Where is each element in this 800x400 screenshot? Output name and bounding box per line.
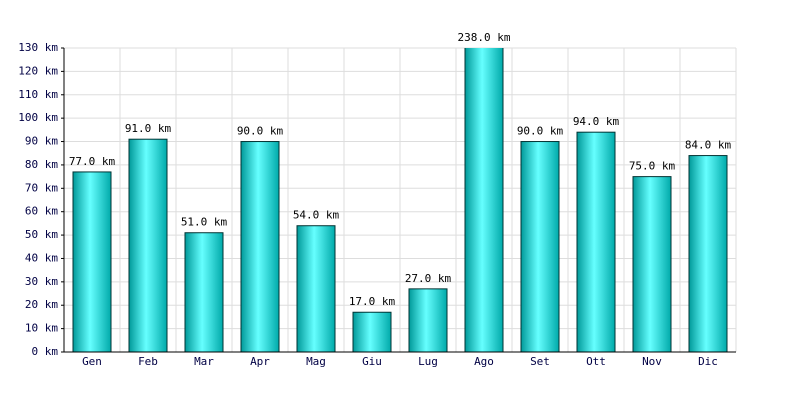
y-tick-label: 70 km — [25, 181, 58, 194]
y-tick-label: 130 km — [18, 41, 58, 54]
value-label: 90.0 km — [237, 125, 284, 138]
y-tick-label: 100 km — [18, 111, 58, 124]
value-label: 77.0 km — [69, 155, 116, 168]
x-tick-label: Dic — [698, 355, 718, 368]
x-tick-label: Mag — [306, 355, 326, 368]
value-label: 17.0 km — [349, 295, 396, 308]
x-tick-label: Giu — [362, 355, 382, 368]
bar — [632, 176, 672, 352]
bar — [352, 311, 392, 352]
bar — [408, 288, 448, 352]
plot-area — [72, 48, 728, 352]
bar — [520, 141, 560, 352]
value-label: 75.0 km — [629, 160, 676, 173]
bar — [464, 48, 504, 352]
y-tick-label: 20 km — [25, 298, 58, 311]
x-tick-label: Feb — [138, 355, 158, 368]
y-tick-label: 90 km — [25, 135, 58, 148]
x-tick-label: Gen — [82, 355, 102, 368]
value-label: 94.0 km — [573, 115, 620, 128]
bar — [72, 171, 112, 352]
x-tick-label: Mar — [194, 355, 214, 368]
value-label: 91.0 km — [125, 122, 172, 135]
x-tick-label: Set — [530, 355, 550, 368]
y-tick-label: 50 km — [25, 228, 58, 241]
y-tick-label: 80 km — [25, 158, 58, 171]
x-tick-label: Nov — [642, 355, 662, 368]
x-tick-label: Ott — [586, 355, 606, 368]
y-tick-label: 120 km — [18, 64, 58, 77]
value-label: 238.0 km — [458, 31, 511, 44]
x-tick-label: Ago — [474, 355, 494, 368]
y-tick-label: 40 km — [25, 251, 58, 264]
bar — [240, 141, 280, 352]
value-label: 54.0 km — [293, 209, 340, 222]
bar — [128, 138, 168, 352]
value-label: 90.0 km — [517, 125, 564, 138]
x-tick-label: Lug — [418, 355, 438, 368]
x-tick-label: Apr — [250, 355, 270, 368]
bar — [688, 155, 728, 352]
bar — [576, 131, 616, 352]
y-tick-label: 110 km — [18, 88, 58, 101]
y-tick-label: 30 km — [25, 275, 58, 288]
y-tick-label: 10 km — [25, 322, 58, 335]
y-tick-label: 60 km — [25, 205, 58, 218]
value-label: 27.0 km — [405, 272, 452, 285]
bar — [184, 232, 224, 352]
bar — [296, 225, 336, 352]
value-label: 51.0 km — [181, 216, 228, 229]
value-label: 84.0 km — [685, 139, 732, 152]
y-tick-label: 0 km — [32, 345, 59, 358]
